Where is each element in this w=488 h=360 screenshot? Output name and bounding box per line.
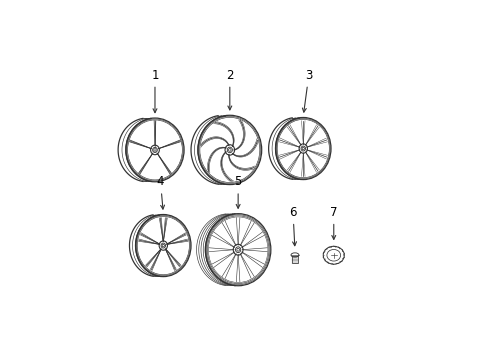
Text: 2: 2	[225, 68, 233, 110]
Text: 1: 1	[151, 68, 159, 113]
Text: 5: 5	[234, 175, 242, 208]
Text: 6: 6	[289, 206, 296, 246]
Text: 3: 3	[302, 68, 312, 112]
Text: 7: 7	[329, 206, 337, 239]
Text: 4: 4	[157, 175, 164, 209]
